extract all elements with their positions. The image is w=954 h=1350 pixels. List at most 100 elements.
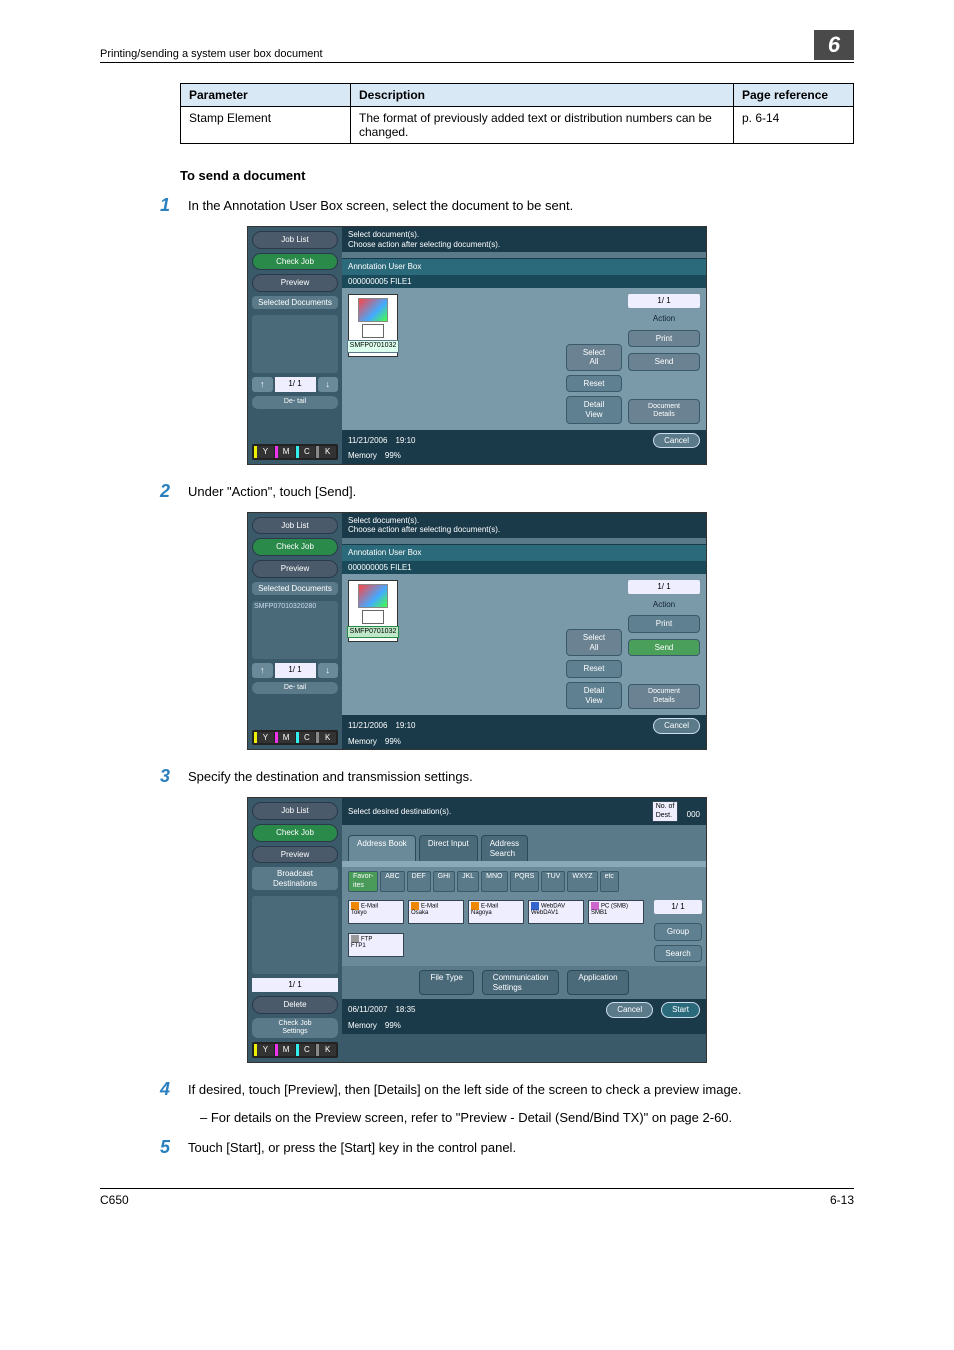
email-icon bbox=[471, 902, 479, 910]
dest-card[interactable]: WebDAVWebDAV1 bbox=[528, 900, 584, 924]
selected-docs-list bbox=[252, 315, 338, 373]
nav-page-indicator: 1/ 1 bbox=[275, 377, 316, 392]
detail-button[interactable]: De- tail bbox=[252, 396, 338, 408]
tab-direct-input[interactable]: Direct Input bbox=[419, 835, 478, 861]
toner-indicator: Y M C K bbox=[252, 444, 338, 460]
print-button[interactable]: Print bbox=[628, 615, 700, 633]
comm-settings-button[interactable]: Communication Settings bbox=[482, 970, 560, 995]
status-time: 19:10 bbox=[395, 721, 415, 731]
document-thumbnail[interactable]: SMFP0701032 bbox=[348, 580, 398, 642]
job-list-button[interactable]: Job List bbox=[252, 802, 338, 820]
email-icon bbox=[351, 902, 359, 910]
check-job-button[interactable]: Check Job bbox=[252, 824, 338, 842]
memory-pct: 99% bbox=[385, 451, 401, 461]
cancel-button[interactable]: Cancel bbox=[653, 718, 700, 734]
nav-up-button[interactable]: ↑ bbox=[252, 663, 273, 678]
dest-card[interactable]: FTPFTP1 bbox=[348, 933, 404, 957]
filter-pqrs[interactable]: PQRS bbox=[510, 871, 540, 892]
col-pageref: Page reference bbox=[734, 84, 854, 107]
dest-card[interactable]: E-MailNagoya bbox=[468, 900, 524, 924]
file-type-button[interactable]: File Type bbox=[419, 970, 473, 995]
preview-button[interactable]: Preview bbox=[252, 560, 338, 578]
filter-def[interactable]: DEF bbox=[407, 871, 431, 892]
smb-icon bbox=[591, 902, 599, 910]
application-button[interactable]: Application bbox=[567, 970, 628, 995]
cell-param: Stamp Element bbox=[181, 107, 351, 144]
group-button[interactable]: Group bbox=[654, 923, 702, 941]
cell-desc: The format of previously added text or d… bbox=[351, 107, 734, 144]
toner-c: C bbox=[296, 446, 316, 458]
broadcast-label: Broadcast Destinations bbox=[252, 867, 338, 890]
mfp-panel-1: Job List Check Job Preview Selected Docu… bbox=[247, 226, 707, 465]
preview-button[interactable]: Preview bbox=[252, 274, 338, 292]
search-button[interactable]: Search bbox=[654, 945, 702, 963]
memory-label: Memory bbox=[348, 451, 377, 461]
cancel-button[interactable]: Cancel bbox=[653, 433, 700, 449]
start-button[interactable]: Start bbox=[661, 1002, 700, 1018]
nav-down-button[interactable]: ↓ bbox=[318, 663, 339, 678]
preview-button[interactable]: Preview bbox=[252, 846, 338, 864]
detail-view-button[interactable]: Detail View bbox=[566, 682, 622, 709]
document-thumbnail[interactable]: SMFP0701032 bbox=[348, 294, 398, 356]
select-all-button[interactable]: Select All bbox=[566, 629, 622, 656]
dest-card[interactable]: E-MailOsaka bbox=[408, 900, 464, 924]
no-of-dest-label: No. of Dest. bbox=[652, 801, 679, 822]
nav-down-button[interactable]: ↓ bbox=[318, 377, 339, 392]
tab-address-book[interactable]: Address Book bbox=[348, 835, 416, 861]
step-text: Specify the destination and transmission… bbox=[188, 766, 854, 784]
check-settings-button[interactable]: Check Job Settings bbox=[252, 1018, 338, 1039]
nav-up-button[interactable]: ↑ bbox=[252, 377, 273, 392]
table-row: Stamp Element The format of previously a… bbox=[181, 107, 854, 144]
top-message: Select document(s). Choose action after … bbox=[342, 227, 706, 252]
check-job-button[interactable]: Check Job bbox=[252, 253, 338, 271]
reset-button[interactable]: Reset bbox=[566, 375, 622, 393]
section-heading: To send a document bbox=[180, 168, 854, 183]
filter-row: Favor- ites ABC DEF GHI JKL MNO PQRS TUV… bbox=[342, 867, 706, 896]
detail-button[interactable]: De- tail bbox=[252, 682, 338, 694]
detail-view-button[interactable]: Detail View bbox=[566, 396, 622, 423]
thumbnail-icon bbox=[358, 298, 388, 322]
delete-button[interactable]: Delete bbox=[252, 996, 338, 1014]
dest-card[interactable]: PC (SMB)SMB1 bbox=[588, 900, 644, 924]
reset-button[interactable]: Reset bbox=[566, 660, 622, 678]
footer-left: C650 bbox=[100, 1193, 129, 1207]
filter-abc[interactable]: ABC bbox=[380, 871, 404, 892]
mfp-panel-3: Job List Check Job Preview Broadcast Des… bbox=[247, 797, 707, 1063]
filter-mno[interactable]: MNO bbox=[481, 871, 507, 892]
filter-ghi[interactable]: GHI bbox=[433, 871, 455, 892]
toner-indicator: Y M C K bbox=[252, 730, 338, 746]
nav-page-indicator: 1/ 1 bbox=[252, 978, 338, 992]
toner-m: M bbox=[275, 446, 295, 458]
filter-wxyz[interactable]: WXYZ bbox=[567, 871, 597, 892]
send-button[interactable]: Send bbox=[628, 639, 700, 657]
filter-favorites[interactable]: Favor- ites bbox=[348, 871, 378, 892]
box-title: Annotation User Box bbox=[342, 258, 706, 275]
filter-etc[interactable]: etc bbox=[600, 871, 619, 892]
filter-jkl[interactable]: JKL bbox=[457, 871, 479, 892]
top-message: Select document(s). Choose action after … bbox=[342, 513, 706, 538]
check-job-button[interactable]: Check Job bbox=[252, 538, 338, 556]
tab-address-search[interactable]: Address Search bbox=[481, 835, 528, 861]
page-indicator: 1/ 1 bbox=[628, 294, 700, 308]
doc-details-button[interactable]: Document Details bbox=[628, 399, 700, 424]
toner-k: K bbox=[316, 1044, 336, 1056]
select-all-button[interactable]: Select All bbox=[566, 344, 622, 371]
step-text: Under "Action", touch [Send]. bbox=[188, 481, 854, 499]
step-number: 5 bbox=[160, 1137, 188, 1158]
filter-tuv[interactable]: TUV bbox=[541, 871, 565, 892]
status-date: 11/21/2006 bbox=[348, 436, 387, 446]
step-number: 1 bbox=[160, 195, 188, 216]
breadcrumb: Printing/sending a system user box docum… bbox=[100, 48, 323, 60]
toner-m: M bbox=[275, 732, 295, 744]
dest-card[interactable]: E-MailTokyo bbox=[348, 900, 404, 924]
thumbnail-page-icon bbox=[362, 324, 384, 338]
selected-docs-label: Selected Documents bbox=[252, 582, 338, 596]
step-number: 4 bbox=[160, 1079, 188, 1100]
job-list-button[interactable]: Job List bbox=[252, 231, 338, 249]
cancel-button[interactable]: Cancel bbox=[606, 1002, 653, 1018]
job-list-button[interactable]: Job List bbox=[252, 517, 338, 535]
send-button[interactable]: Send bbox=[628, 353, 700, 371]
doc-details-button[interactable]: Document Details bbox=[628, 684, 700, 709]
step-number: 3 bbox=[160, 766, 188, 787]
print-button[interactable]: Print bbox=[628, 330, 700, 348]
